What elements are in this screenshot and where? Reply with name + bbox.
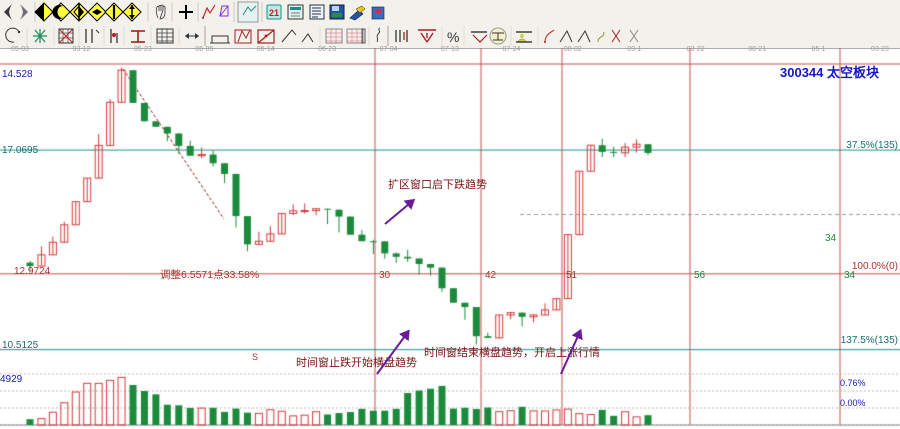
svg-text:%: % (447, 29, 459, 45)
svg-text:21: 21 (269, 8, 279, 18)
